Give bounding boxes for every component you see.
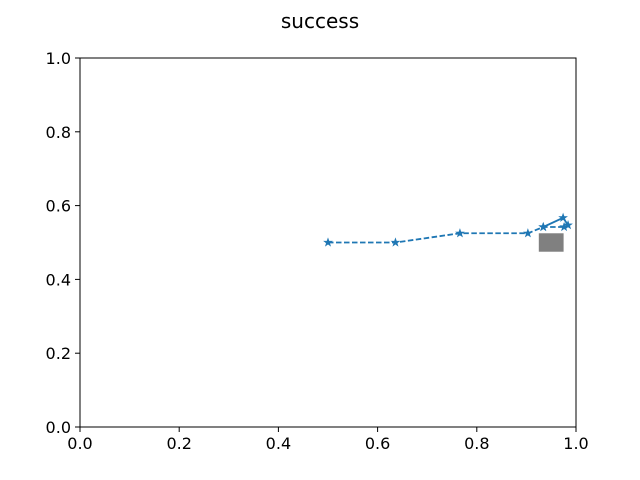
- y-tick-label: 0.2: [46, 344, 71, 363]
- plot-area: [323, 212, 573, 252]
- chart-title: success: [281, 9, 359, 33]
- x-tick-label: 0.4: [266, 434, 291, 453]
- axes-frame: [79, 57, 577, 428]
- data-point: [323, 237, 333, 247]
- data-point: [455, 228, 465, 238]
- x-axis: 0.0 0.2 0.4 0.6 0.8 1.0: [67, 427, 589, 453]
- data-point: [523, 228, 533, 238]
- y-tick-label: 0.6: [46, 197, 71, 216]
- x-tick-label: 0.6: [365, 434, 390, 453]
- data-point: [558, 212, 568, 222]
- target-square: [538, 233, 564, 252]
- y-tick-label: 0.4: [46, 270, 71, 289]
- x-tick-label: 0.2: [166, 434, 191, 453]
- data-point: [390, 237, 401, 247]
- x-tick-label: 0.0: [67, 434, 92, 453]
- x-tick-label: 1.0: [563, 434, 588, 453]
- data-point: [538, 221, 549, 232]
- y-tick-label: 1.0: [46, 49, 71, 68]
- y-tick-label: 0.8: [46, 123, 71, 142]
- x-tick-label: 0.8: [464, 434, 489, 453]
- data-point: [563, 220, 573, 230]
- y-axis: 0.0 0.2 0.4 0.6 0.8 1.0: [46, 49, 80, 437]
- series-line-1: [328, 226, 565, 244]
- y-tick-label: 0.0: [46, 418, 71, 437]
